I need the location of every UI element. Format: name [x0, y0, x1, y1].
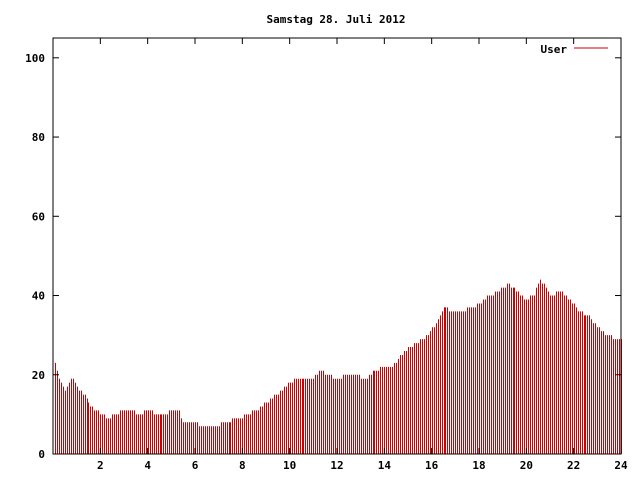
y-tick-label: 100	[25, 52, 45, 65]
y-tick-label: 80	[32, 131, 45, 144]
legend-label: User	[541, 43, 568, 56]
x-tick-label: 20	[520, 459, 533, 472]
y-tick-label: 20	[32, 369, 45, 382]
chart-title: Samstag 28. Juli 2012	[266, 13, 405, 26]
y-tick-label: 0	[38, 448, 45, 461]
legend: User	[541, 43, 608, 56]
x-tick-label: 16	[425, 459, 439, 472]
x-tick-label: 22	[567, 459, 580, 472]
x-tick-label: 4	[144, 459, 151, 472]
x-tick-label: 6	[192, 459, 199, 472]
x-tick-label: 8	[239, 459, 246, 472]
y-tick-label: 60	[32, 210, 45, 223]
x-tick-label: 12	[330, 459, 343, 472]
y-tick-label: 40	[32, 290, 45, 303]
x-tick-label: 18	[472, 459, 485, 472]
x-tick-label: 14	[378, 459, 392, 472]
x-tick-label: 10	[283, 459, 296, 472]
bar-series	[55, 279, 622, 454]
x-tick-label: 2	[97, 459, 104, 472]
x-tick-label: 24	[614, 459, 628, 472]
